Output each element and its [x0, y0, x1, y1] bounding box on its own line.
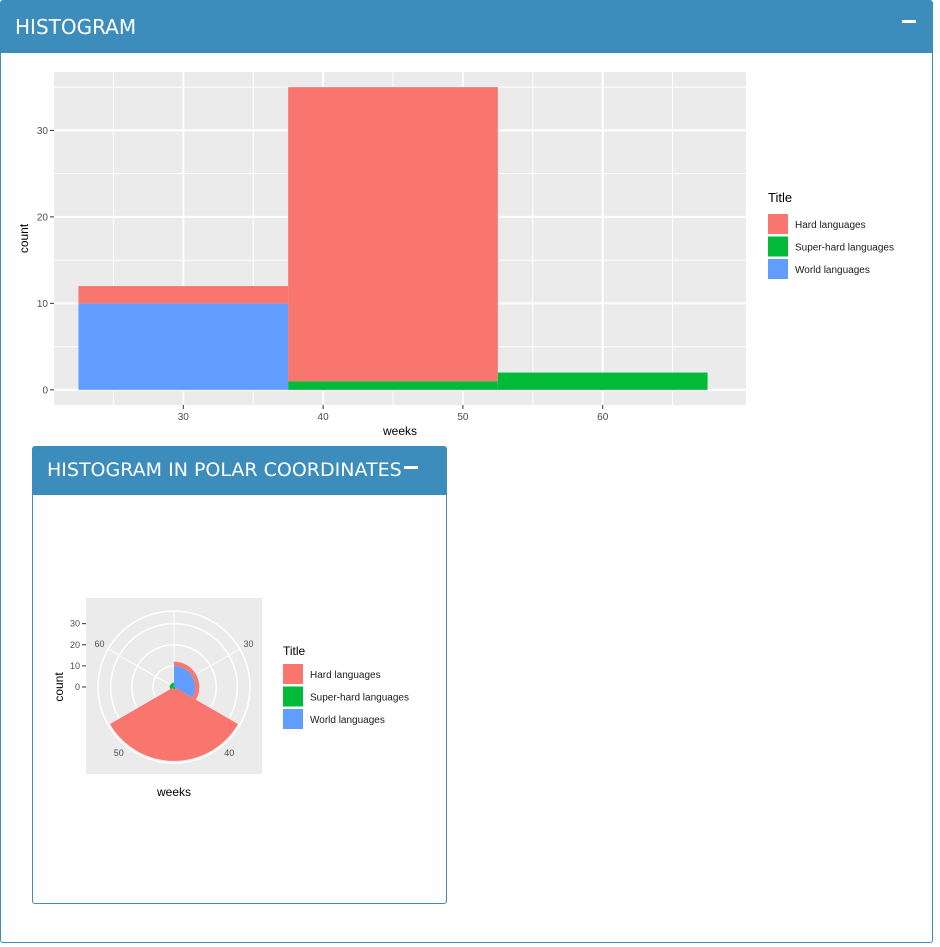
legend-label: Hard languages [795, 220, 866, 231]
polar-panel-header: HISTOGRAM IN POLAR COORDINATES [33, 447, 446, 495]
angle-tick-label: 50 [114, 748, 124, 758]
histogram-bar [497, 372, 708, 390]
x-tick-label: 30 [178, 412, 190, 423]
legend-key [283, 664, 303, 684]
legend-title: Title [283, 644, 306, 658]
angle-tick-label: 60 [95, 639, 105, 649]
histogram-bar [78, 303, 289, 390]
angle-tick-label: 30 [243, 639, 253, 649]
legend-key [283, 709, 303, 729]
radius-tick-label: 10 [70, 661, 80, 671]
x-tick-label: 50 [457, 412, 469, 423]
angle-tick-label: 40 [224, 748, 234, 758]
polar-panel-title: HISTOGRAM IN POLAR COORDINATES [47, 459, 402, 481]
legend-key [768, 236, 788, 257]
histogram-bar [288, 87, 498, 382]
y-tick-label: 20 [37, 212, 49, 223]
legend-label: World languages [795, 265, 870, 276]
y-tick-label: 0 [42, 385, 48, 396]
polar-bar [174, 661, 200, 700]
polar-histogram-chart: 30 40 50 60 0 10 20 30 weeks count Title Hard langu… [52, 598, 409, 799]
histogram-panel-header: HISTOGRAM [1, 1, 932, 53]
legend-title: Title [768, 190, 792, 205]
legend-label: Super-hard languages [795, 243, 894, 254]
radius-tick-label: 30 [70, 619, 80, 629]
polar-bar [174, 665, 196, 698]
legend-key [768, 214, 788, 234]
x-tick-label: 40 [318, 412, 330, 423]
legend-key [768, 259, 788, 279]
legend-label: Hard languages [310, 670, 381, 681]
y-axis-label: count [52, 672, 66, 702]
x-axis-label: weeks [156, 785, 191, 799]
histogram-bar [78, 286, 289, 304]
radius-tick-label: 20 [70, 640, 80, 650]
y-tick-label: 10 [37, 299, 49, 310]
polar-bar [169, 682, 174, 690]
minus-icon [404, 466, 418, 469]
y-tick-label: 30 [37, 126, 49, 137]
legend-key [283, 686, 303, 707]
histogram-bar [288, 381, 498, 390]
histogram-collapse-button[interactable] [898, 11, 920, 33]
legend-label: World languages [310, 715, 385, 726]
x-tick-label: 60 [597, 412, 609, 423]
x-axis-label: weeks [382, 424, 417, 438]
minus-icon [902, 20, 916, 23]
histogram-panel-title: HISTOGRAM [15, 15, 137, 39]
polar-bar [110, 688, 238, 761]
y-axis-label: count [17, 223, 31, 253]
polar-collapse-button[interactable] [400, 457, 422, 479]
radius-tick-label: 0 [75, 682, 80, 692]
legend-label: Super-hard languages [310, 693, 409, 704]
histogram-chart: 0 10 20 30 30 40 50 60 weeks count Title Hard langu… [17, 72, 894, 438]
polar-spoke [107, 648, 175, 688]
